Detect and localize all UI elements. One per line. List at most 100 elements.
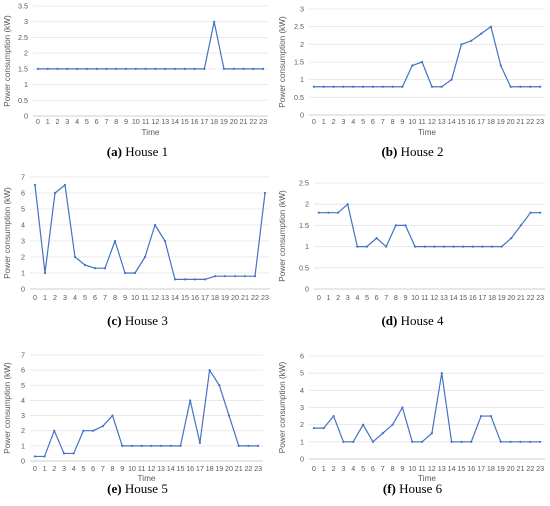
data-point [500,245,503,248]
y-tick-label: 5 [300,369,304,378]
data-point [312,427,316,430]
data-point [56,67,59,70]
data-point [36,67,39,70]
data-point [342,85,345,88]
y-tick-label: 5 [21,381,25,390]
y-tick-label: 3.5 [18,2,28,11]
x-tick-label: 17 [477,464,485,473]
data-point [342,440,345,443]
x-tick-label: 13 [438,117,446,126]
data-point [93,267,97,270]
data-point [222,67,226,70]
x-tick-label: 16 [467,117,475,126]
x-tick-label: 3 [62,464,66,473]
data-point [43,271,47,275]
x-tick-label: 8 [111,464,115,473]
data-point [479,32,483,35]
caption-house-5: (e) House 5 [0,481,275,497]
x-tick-label: 9 [403,293,407,302]
y-axis-title: Power consumption (kW) [278,16,287,108]
data-point [33,183,37,187]
caption-text: House 3 [124,313,168,328]
y-tick-label: 7 [21,173,25,182]
data-point [83,263,87,267]
data-point [105,67,108,70]
data-point [470,39,473,42]
x-tick-label: 4 [72,464,76,473]
x-tick-label: 7 [384,293,388,302]
y-tick-label: 2.5 [18,33,28,42]
data-point [164,67,167,70]
data-point [375,237,378,240]
x-tick-label: 11 [142,117,149,126]
data-point [189,399,192,402]
caption-house-1: (a) House 1 [0,144,275,160]
data-point [227,414,231,417]
y-tick-label: 4 [21,221,25,230]
data-point [352,85,355,88]
x-tick-label: 14 [171,117,179,126]
data-point [153,223,157,227]
series-line [37,21,264,70]
data-point [198,441,201,444]
series-line [34,184,266,281]
x-tick-label: 2 [55,117,59,126]
x-tick-label: 14 [450,293,458,302]
data-point [163,239,167,243]
data-point [115,67,118,70]
y-tick-label: 3 [24,17,28,26]
data-point [62,452,66,455]
x-axis-title: Time [418,128,436,137]
x-tick-label: 19 [498,293,506,302]
data-point [121,444,124,447]
data-point [82,429,85,432]
x-tick-label: 16 [191,117,199,126]
data-point [336,211,340,214]
y-tick-label: 2 [24,49,28,58]
x-tick-label: 23 [536,117,544,126]
data-point [440,372,443,375]
y-tick-label: 0.5 [18,96,28,105]
data-point [479,414,483,418]
data-point [243,275,247,278]
x-tick-label: 1 [326,293,330,302]
x-tick-label: 16 [186,464,194,473]
data-point [63,183,67,187]
data-point [179,444,182,447]
data-point [183,278,187,281]
x-tick-label: 12 [428,464,436,473]
x-tick-label: 11 [138,464,145,473]
data-point [332,85,335,88]
x-tick-label: 2 [332,464,336,473]
x-tick-label: 22 [527,293,535,302]
data-point [381,85,384,88]
data-point [481,245,484,248]
x-tick-label: 4 [351,117,355,126]
x-tick-label: 9 [400,117,404,126]
y-tick-label: 1 [300,437,304,446]
x-tick-label: 13 [438,464,446,473]
x-tick-label: 9 [400,464,404,473]
data-point [391,423,394,426]
data-point [361,423,365,426]
x-tick-label: 0 [36,117,40,126]
x-tick-label: 5 [361,117,365,126]
x-tick-label: 4 [351,464,355,473]
data-point [430,85,434,88]
chart-panel-house-4: 0 0.5 1 1.5 2 2.5 0 1 2 3 4 5 6 7 8 9 10 11 12 13 14 15 16 17 18… [275,169,550,338]
x-tick-label: 6 [375,293,379,302]
data-point [203,67,206,70]
y-tick-label: 1 [21,269,25,278]
x-tick-label: 7 [103,293,107,302]
data-point [470,440,473,443]
x-tick-label: 18 [487,464,495,473]
x-tick-label: 6 [91,464,95,473]
data-point [381,432,384,435]
data-point [124,67,128,70]
x-tick-label: 20 [507,464,515,473]
data-point [327,211,330,214]
x-tick-label: 2 [332,117,336,126]
x-tick-label: 3 [346,293,350,302]
data-point [460,440,463,443]
